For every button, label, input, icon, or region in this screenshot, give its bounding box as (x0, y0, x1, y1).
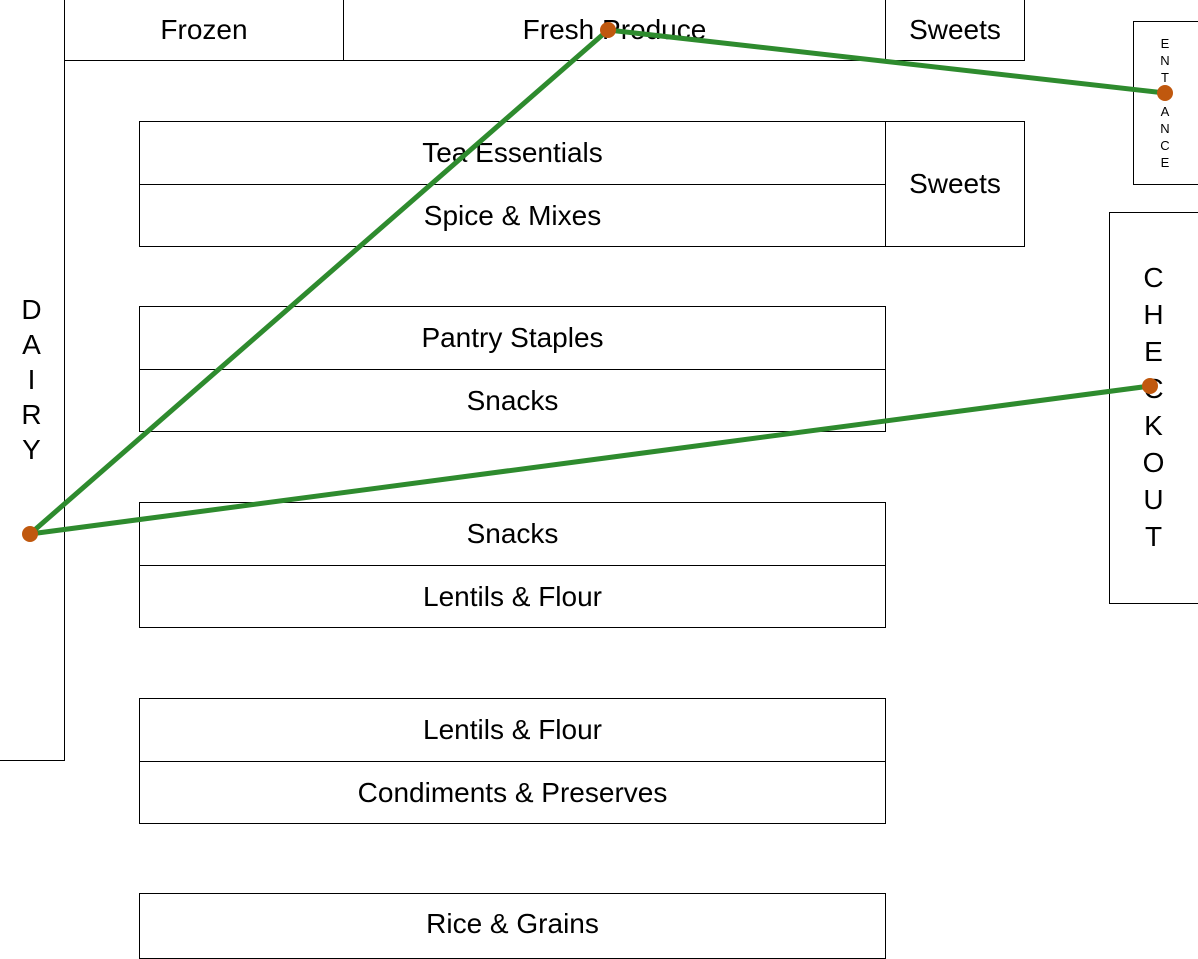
section-frozen: Frozen (64, 0, 344, 61)
section-fresh-produce: Fresh Produce (343, 0, 886, 61)
checkout-text: CHECKOUT (1138, 262, 1169, 558)
section-sweets-top-label: Sweets (909, 14, 1001, 45)
aisle-1-side-label: Sweets (909, 168, 1001, 199)
aisle-1-top: Tea Essentials (139, 121, 886, 185)
aisle-4-bottom: Condiments & Preserves (139, 761, 886, 824)
aisle-2-top: Pantry Staples (139, 306, 886, 370)
aisle-3-bottom-label: Lentils & Flour (423, 580, 602, 612)
section-fresh-produce-label: Fresh Produce (522, 14, 707, 45)
aisle-3-top: Snacks (139, 502, 886, 566)
aisle-2-bottom-label: Snacks (466, 384, 559, 416)
section-sweets-top: Sweets (885, 0, 1025, 61)
dairy-text: DAIRY (16, 293, 47, 469)
aisle-2-top-label: Pantry Staples (421, 322, 604, 353)
aisle-5-top: Rice & Grains (139, 893, 886, 959)
aisle-1-bottom-label: Spice & Mixes (423, 199, 602, 231)
aisle-3-top-label: Snacks (466, 518, 559, 549)
aisle-1-top-label: Tea Essentials (422, 137, 603, 168)
checkout-label: CHECKOUT (1112, 262, 1194, 558)
aisle-1-side: Sweets (885, 121, 1025, 247)
route-stops (22, 22, 1173, 542)
aisle-4-bottom-label: Condiments & Preserves (357, 776, 668, 808)
section-frozen-label: Frozen (160, 14, 248, 45)
dairy-label: DAIRY (0, 293, 62, 469)
entrance-label: ENTRANCE (1133, 30, 1197, 178)
aisle-4-top: Lentils & Flour (139, 698, 886, 762)
aisle-5-top-label: Rice & Grains (426, 908, 599, 939)
aisle-2-bottom: Snacks (139, 369, 886, 432)
entrance-text: ENTRANCE (1157, 36, 1173, 172)
route-line (27, 27, 1168, 537)
aisle-1-bottom: Spice & Mixes (139, 184, 886, 247)
aisle-3-bottom: Lentils & Flour (139, 565, 886, 628)
aisle-4-top-label: Lentils & Flour (423, 714, 602, 745)
